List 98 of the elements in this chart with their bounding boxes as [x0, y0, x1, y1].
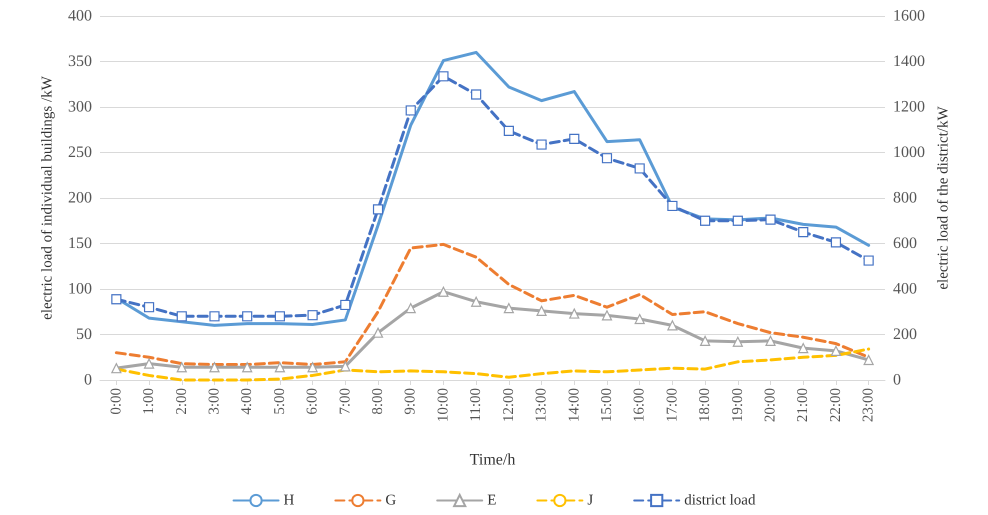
- point: [340, 300, 350, 310]
- point: [602, 153, 612, 164]
- y-tick-label: 100: [68, 280, 92, 298]
- x-tick-label: 15:00: [598, 388, 615, 422]
- point: [176, 362, 187, 372]
- legend-label: E: [487, 492, 496, 508]
- y2-tick-label: 0: [893, 372, 901, 388]
- point: [274, 311, 285, 322]
- y-tick-label: 150: [68, 235, 92, 252]
- y2-tick-label: 1400: [893, 53, 925, 70]
- point: [667, 320, 678, 330]
- point: [700, 216, 710, 226]
- x-tick-label: 20:00: [762, 388, 779, 422]
- point: [340, 361, 350, 372]
- point: [536, 139, 547, 150]
- x-tick-label: 2:00: [174, 388, 190, 415]
- y2-tick-label: 1200: [893, 98, 925, 116]
- point: [798, 343, 808, 354]
- point: [536, 306, 547, 316]
- y2-tick-label: 1000: [893, 144, 925, 161]
- x-tick-label: 18:00: [697, 388, 714, 422]
- x-tick-label: 5:00: [272, 388, 288, 415]
- point: [209, 362, 220, 372]
- point: [700, 336, 710, 346]
- x-tick-label: 19:00: [730, 388, 746, 422]
- point: [209, 311, 220, 322]
- point: [830, 237, 842, 248]
- x-tick-label: 13:00: [534, 388, 550, 422]
- point: [176, 311, 187, 322]
- y-tick-label: 50: [76, 326, 92, 343]
- y-tick-label: 400: [68, 8, 92, 24]
- x-tick-label: 7:00: [337, 388, 354, 415]
- point: [438, 71, 449, 82]
- point: [798, 227, 808, 238]
- point: [372, 328, 384, 338]
- y2-tick-label: 800: [893, 190, 917, 206]
- x-tick-label: 1:00: [141, 388, 158, 415]
- point: [830, 346, 842, 356]
- y2-tick-label: 200: [893, 326, 917, 343]
- point: [634, 314, 645, 324]
- point: [864, 255, 874, 266]
- y2-tick-label: 400: [893, 280, 917, 298]
- x-tick-label: 9:00: [402, 388, 419, 415]
- x-tick-label: 6:00: [304, 388, 321, 415]
- x-tick-label: 17:00: [664, 388, 680, 422]
- point: [111, 363, 122, 374]
- legend-label: district load: [684, 492, 756, 508]
- x-tick-label: 21:00: [795, 388, 812, 422]
- y-tick-label: 300: [68, 98, 92, 116]
- y2-axis-title: electric load of the district/kW: [935, 106, 952, 290]
- x-tick-label: 16:00: [632, 388, 648, 422]
- x-tick-label: 10:00: [435, 388, 452, 422]
- y-tick-label: 350: [68, 53, 92, 70]
- y-axis-title: electric load of individual buildings /kW: [40, 75, 56, 320]
- x-tick-label: 23:00: [860, 388, 877, 422]
- point: [308, 310, 318, 320]
- x-tick-label: 11:00: [468, 388, 484, 422]
- x-tick-label: 14:00: [566, 388, 582, 422]
- point: [504, 303, 514, 314]
- point: [438, 286, 449, 297]
- x-tick-label: 4:00: [239, 388, 256, 415]
- x-axis-title: Time/h: [470, 452, 516, 468]
- y-tick-label: 0: [84, 372, 92, 388]
- point: [242, 362, 252, 372]
- legend-label: J: [587, 492, 594, 508]
- point: [732, 336, 743, 347]
- x-tick-label: 12:00: [500, 388, 517, 422]
- point: [308, 362, 318, 372]
- point: [569, 134, 580, 144]
- y-tick-label: 250: [68, 144, 92, 161]
- point: [144, 358, 154, 369]
- point: [634, 163, 645, 174]
- point: [406, 105, 416, 116]
- point: [864, 354, 874, 366]
- point: [242, 311, 252, 322]
- x-tick-label: 0:00: [108, 388, 124, 415]
- point: [765, 214, 776, 225]
- point: [372, 204, 384, 214]
- y2-tick-label: 600: [893, 235, 917, 252]
- point: [602, 310, 612, 320]
- x-tick-label: 8:00: [370, 388, 386, 415]
- point: [471, 89, 482, 100]
- legend-label: G: [385, 492, 396, 508]
- point: [274, 362, 285, 372]
- point: [732, 216, 743, 226]
- point: [471, 296, 482, 307]
- x-tick-label: 3:00: [206, 388, 222, 415]
- point: [111, 294, 122, 304]
- y-tick-label: 200: [68, 190, 92, 206]
- point: [406, 303, 416, 314]
- point: [504, 126, 514, 136]
- point: [765, 336, 776, 346]
- legend-label: H: [284, 492, 295, 508]
- y2-tick-label: 1600: [893, 8, 925, 24]
- point: [569, 308, 580, 319]
- point: [667, 200, 678, 212]
- point: [144, 302, 154, 312]
- x-tick-label: 22:00: [828, 388, 844, 422]
